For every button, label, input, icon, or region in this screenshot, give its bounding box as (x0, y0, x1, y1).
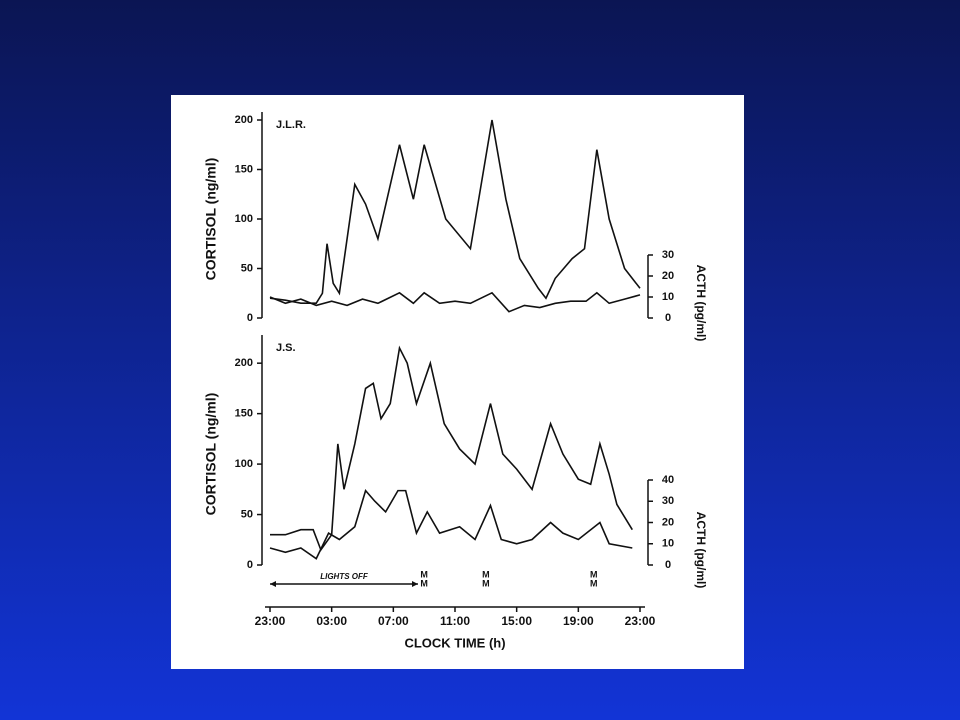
y-tick-label: 50 (241, 262, 253, 274)
subject-label: J.S. (276, 342, 296, 354)
x-tick-label: 15:00 (501, 614, 532, 628)
series-line (270, 345, 633, 552)
x-tick-label: 11:00 (440, 614, 470, 628)
y-tick-label: 150 (235, 163, 253, 175)
meal-marker: M (420, 578, 428, 588)
lights-off-label: LIGHTS OFF (320, 572, 369, 581)
y2-tick-label: 10 (662, 538, 674, 550)
y2-tick-label: 40 (662, 474, 674, 486)
x-tick-label: 23:00 (255, 614, 286, 628)
y-tick-label: 100 (235, 213, 253, 225)
y-tick-label: 100 (235, 458, 253, 470)
y-axis-label: CORTISOL (ng/ml) (203, 158, 219, 281)
subject-label: J.L.R. (276, 119, 306, 131)
y-tick-label: 200 (235, 357, 253, 369)
y-tick-label: 0 (247, 559, 253, 571)
x-axis-label: CLOCK TIME (h) (404, 635, 505, 650)
meal-marker: M (420, 569, 428, 579)
y-tick-label: 150 (235, 408, 253, 420)
x-tick-label: 23:00 (625, 614, 656, 628)
y2-tick-label: 30 (662, 495, 674, 507)
y2-axis-label: ACTH (pg/ml) (694, 265, 708, 342)
x-tick-label: 19:00 (563, 614, 594, 628)
meal-marker: M (590, 569, 598, 579)
figure-panel (171, 95, 744, 669)
y2-tick-label: 0 (665, 559, 671, 571)
y-axis-label: CORTISOL (ng/ml) (203, 393, 219, 516)
series-line (269, 489, 633, 560)
y2-tick-label: 10 (662, 291, 674, 303)
meal-marker: M (482, 569, 490, 579)
y2-tick-label: 30 (662, 249, 674, 261)
y2-tick-label: 20 (662, 516, 674, 528)
x-tick-label: 07:00 (378, 614, 409, 628)
series-line (269, 291, 641, 313)
x-tick-label: 03:00 (316, 614, 347, 628)
y2-axis-label: ACTH (pg/ml) (694, 512, 708, 589)
y-tick-label: 0 (247, 312, 253, 324)
meal-marker: M (590, 578, 598, 588)
y2-tick-label: 20 (662, 270, 674, 282)
y-tick-label: 50 (241, 508, 253, 520)
y-tick-label: 200 (235, 114, 253, 126)
series-line (269, 119, 641, 304)
meal-marker: M (482, 578, 490, 588)
y2-tick-label: 0 (665, 312, 671, 324)
